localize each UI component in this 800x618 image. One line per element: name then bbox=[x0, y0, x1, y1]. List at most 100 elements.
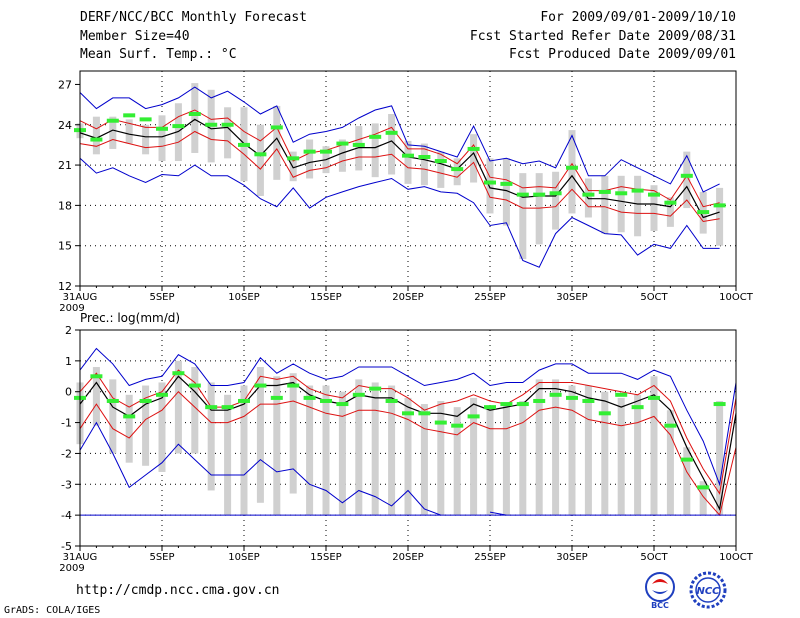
x-tick-label: 5SEP bbox=[149, 292, 174, 303]
spread-bar bbox=[158, 382, 166, 472]
series-std-upper bbox=[79, 369, 737, 495]
forecast-started-date: Fcst Started Refer Date 2009/08/31 bbox=[469, 29, 736, 44]
median-marker bbox=[418, 411, 431, 416]
series-envelope-max bbox=[79, 86, 720, 193]
series-mean bbox=[79, 118, 720, 219]
ncc-logo: NCC bbox=[689, 571, 727, 609]
y-tick-label: -4 bbox=[61, 509, 72, 522]
spread-bar bbox=[535, 173, 543, 245]
y-tick-label: 24 bbox=[58, 119, 72, 132]
spread-bar bbox=[453, 407, 461, 516]
median-marker bbox=[156, 126, 168, 131]
spread-bar bbox=[207, 382, 215, 491]
spread-bar bbox=[109, 379, 117, 454]
x-tick-label: 15SEP bbox=[310, 292, 341, 303]
chart-title: DERF/NCC/BCC Monthly Forecast bbox=[80, 10, 307, 25]
spread-bar bbox=[634, 394, 642, 516]
x-tick-label: 5SEP bbox=[149, 552, 174, 563]
spread-bar bbox=[519, 400, 527, 516]
spread-bar bbox=[683, 447, 691, 516]
y-tick-label: -5 bbox=[61, 540, 72, 553]
median-marker bbox=[500, 181, 513, 186]
median-marker bbox=[549, 191, 562, 196]
median-marker bbox=[287, 156, 300, 161]
spread-bar bbox=[437, 400, 445, 516]
spread-bar bbox=[617, 397, 625, 516]
spread-bar bbox=[568, 130, 576, 214]
spread-bar bbox=[306, 385, 314, 516]
median-marker bbox=[418, 155, 431, 159]
spread-bar bbox=[224, 394, 232, 516]
median-marker bbox=[320, 149, 332, 154]
spread-bar bbox=[420, 143, 428, 186]
spread-bar bbox=[716, 400, 724, 516]
spread-bar bbox=[552, 379, 560, 516]
spread-bar bbox=[92, 367, 100, 426]
y-tick-label: 1 bbox=[65, 355, 72, 368]
median-marker bbox=[516, 402, 529, 407]
median-marker bbox=[90, 374, 103, 379]
median-marker bbox=[533, 398, 546, 403]
median-marker bbox=[648, 192, 660, 197]
spread-bar bbox=[92, 116, 100, 155]
spread-bar bbox=[191, 367, 199, 454]
median-marker bbox=[697, 210, 710, 215]
x-tick-label: 31AUG bbox=[63, 292, 98, 303]
spread-bar bbox=[256, 367, 264, 503]
median-marker bbox=[205, 122, 218, 127]
x-tick-label: 31AUG bbox=[63, 552, 98, 563]
median-marker bbox=[598, 189, 611, 194]
median-marker bbox=[139, 117, 152, 122]
median-marker bbox=[385, 398, 398, 403]
spread-bar bbox=[601, 391, 609, 516]
median-marker bbox=[467, 146, 480, 151]
spread-bar bbox=[601, 175, 609, 234]
median-marker bbox=[566, 165, 578, 170]
spread-bar bbox=[224, 107, 232, 159]
median-marker bbox=[238, 398, 250, 403]
y-tick-label: -1 bbox=[61, 417, 72, 430]
median-marker bbox=[434, 159, 447, 164]
source-url[interactable]: http://cmdp.ncc.cma.gov.cn bbox=[76, 583, 280, 598]
ncc-logo-text: NCC bbox=[696, 586, 720, 597]
x-tick-label: 5OCT bbox=[640, 292, 668, 303]
median-marker bbox=[106, 118, 119, 123]
spread-bar bbox=[355, 126, 363, 171]
spread-bar bbox=[109, 116, 117, 149]
median-marker bbox=[385, 130, 398, 135]
spread-bar bbox=[371, 382, 379, 516]
grads-credit: GrADS: COLA/IGES bbox=[4, 605, 101, 616]
median-marker bbox=[549, 392, 562, 397]
spread-bar bbox=[699, 481, 707, 516]
median-marker bbox=[582, 398, 595, 403]
y-tick-label: 18 bbox=[58, 199, 72, 212]
median-marker bbox=[90, 137, 103, 142]
median-marker bbox=[713, 203, 726, 208]
median-marker bbox=[402, 153, 414, 158]
bcc-logo-text: BCC bbox=[651, 601, 669, 610]
median-marker bbox=[270, 125, 283, 130]
y-tick-label: -3 bbox=[61, 478, 72, 491]
spread-bar bbox=[142, 385, 150, 466]
x-tick-label: 30SEP bbox=[556, 552, 587, 563]
y-tick-label: 12 bbox=[58, 280, 72, 293]
spread-bar bbox=[650, 185, 658, 231]
spread-bar bbox=[256, 124, 264, 196]
spread-bar bbox=[306, 139, 314, 179]
median-marker bbox=[139, 398, 152, 403]
spread-bar bbox=[486, 158, 494, 214]
spread-bar bbox=[388, 385, 396, 516]
x-tick-label: 25SEP bbox=[474, 552, 505, 563]
x-tick-label: 10SEP bbox=[228, 292, 259, 303]
spread-bar bbox=[666, 410, 674, 516]
spread-bar bbox=[683, 151, 691, 209]
median-marker bbox=[664, 423, 677, 428]
median-marker bbox=[533, 192, 546, 197]
spread-bar bbox=[404, 397, 412, 516]
median-marker bbox=[451, 423, 464, 428]
spread-bar bbox=[322, 385, 330, 516]
x-tick-label: 5OCT bbox=[640, 552, 668, 563]
median-marker bbox=[320, 398, 332, 403]
